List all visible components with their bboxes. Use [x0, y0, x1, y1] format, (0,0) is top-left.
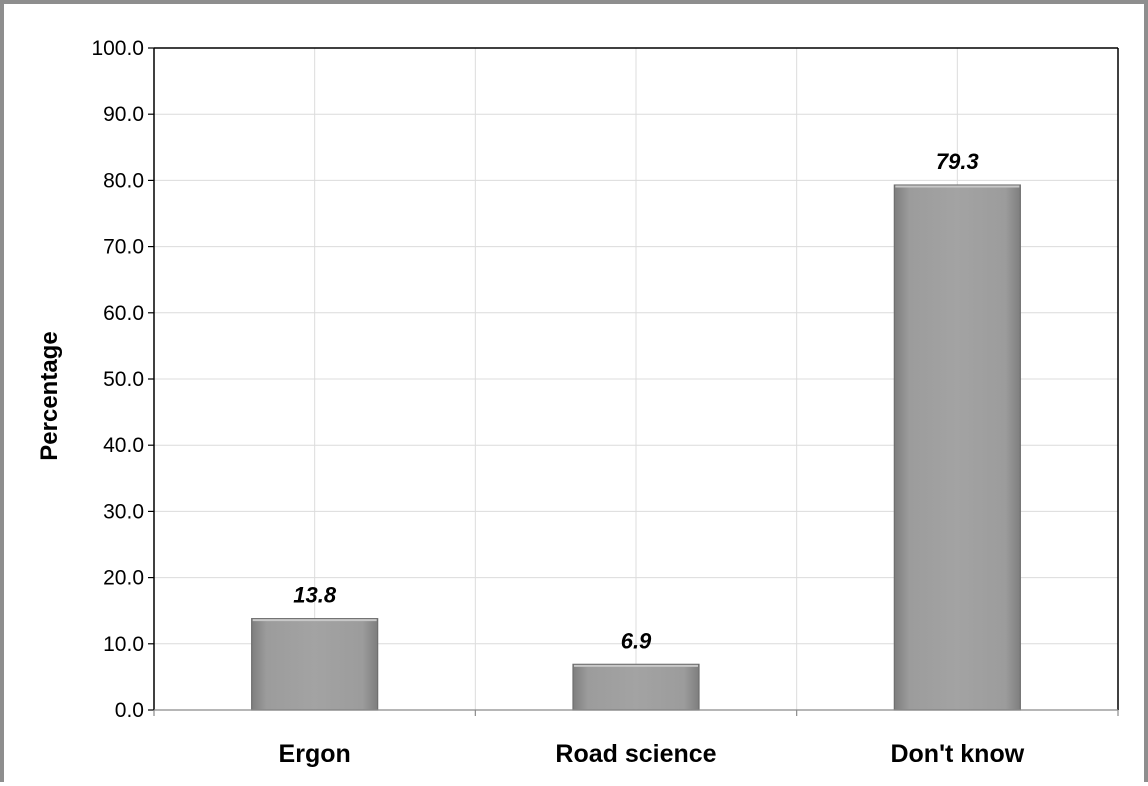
data-label: 13.8 [293, 583, 337, 608]
bar-ergon [251, 618, 379, 711]
y-tick-label: 10.0 [103, 633, 144, 656]
y-tick-label: 80.0 [103, 169, 144, 192]
y-tick-label: 50.0 [103, 368, 144, 391]
bar-don-t-know [893, 184, 1021, 711]
y-tick-label: 90.0 [103, 103, 144, 126]
x-tick-label: Road science [555, 740, 716, 768]
y-tick-label: 0.0 [115, 699, 144, 722]
y-tick-label: 40.0 [103, 434, 144, 457]
axes [148, 47, 1119, 716]
data-label: 6.9 [621, 628, 652, 653]
y-tick-label: 20.0 [103, 567, 144, 590]
data-label: 79.3 [936, 149, 979, 174]
x-tick-label: Don't know [890, 740, 1024, 768]
y-axis-title: Percentage [36, 331, 63, 460]
labels: 0.0 10.0 20.0 30.0 40.0 50.0 60.0 70.0 80.0 90.0 1… [91, 37, 1024, 768]
x-tick-label: Ergon [279, 740, 351, 768]
y-tick-label: 60.0 [103, 302, 144, 325]
y-tick-label: 70.0 [103, 236, 144, 259]
y-tick-label: 30.0 [103, 500, 144, 523]
y-tick-label: 100.0 [91, 37, 144, 60]
bars [251, 184, 1021, 711]
bar-road-science [572, 663, 700, 711]
bar-chart: 0.0 10.0 20.0 30.0 40.0 50.0 60.0 70.0 80.0 90.0 1… [36, 37, 1119, 768]
